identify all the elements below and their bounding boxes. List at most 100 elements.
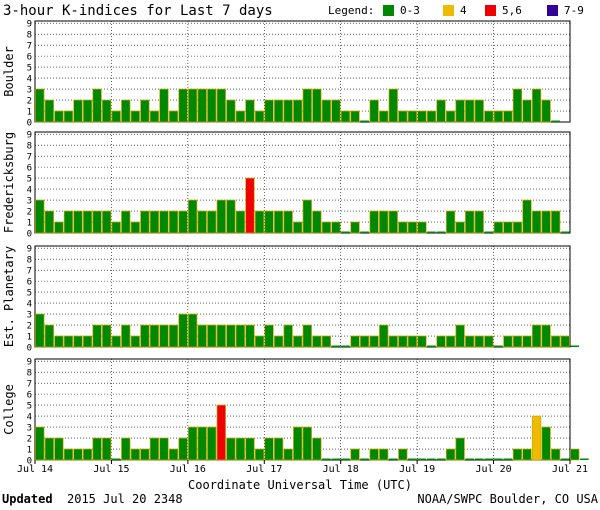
k-bar — [130, 448, 140, 461]
k-bar — [407, 110, 417, 123]
k-bar — [398, 221, 408, 234]
k-bar — [570, 345, 580, 347]
k-bar — [302, 426, 312, 461]
k-bar — [273, 437, 284, 461]
k-bar — [321, 335, 332, 348]
legend-swatch-0-3 — [383, 5, 394, 16]
k-bar — [474, 458, 484, 460]
k-bar — [73, 99, 83, 123]
k-bar — [168, 324, 179, 348]
legend-item-7-9: 7-9 — [564, 4, 584, 17]
panel-frame — [34, 20, 571, 123]
k-bar — [312, 88, 322, 123]
k-bar — [293, 99, 303, 123]
k-bar — [140, 210, 150, 234]
k-bar — [216, 199, 226, 234]
k-bar — [111, 458, 121, 460]
y-tick-label: 3 — [27, 197, 32, 207]
panel-frame — [34, 245, 571, 348]
k-bar — [465, 458, 474, 460]
k-bar — [121, 210, 131, 234]
station-label: Est. Planetary — [2, 246, 16, 347]
legend-item-0-3: 0-3 — [400, 4, 420, 17]
k-bar — [531, 210, 542, 234]
y-tick-label: 6 — [27, 278, 32, 288]
k-bar — [522, 99, 532, 123]
k-bar — [541, 426, 551, 461]
k-bar — [130, 221, 140, 234]
k-bar — [121, 437, 131, 461]
station-label: Fredericksburg — [2, 132, 16, 233]
k-bar — [254, 210, 265, 234]
k-bar — [350, 221, 360, 234]
k-bar — [417, 458, 427, 460]
k-bar — [82, 448, 93, 461]
k-bar — [178, 88, 188, 123]
k-bar — [293, 335, 303, 348]
y-tick-label: 6 — [27, 164, 32, 174]
k-bar — [82, 210, 93, 234]
k-bar — [207, 426, 217, 461]
k-bar — [350, 448, 360, 461]
k-bar — [455, 221, 465, 234]
y-tick-label: 8 — [27, 369, 32, 379]
k-bar — [54, 335, 64, 348]
y-tick-label: 1 — [27, 219, 32, 229]
k-bar — [235, 210, 246, 234]
y-tick-label: 5 — [27, 289, 32, 299]
k-bar — [369, 210, 379, 234]
k-bar — [226, 437, 236, 461]
k-bar — [379, 324, 389, 348]
legend-swatch-4 — [443, 5, 454, 16]
y-tick-label: 7 — [27, 153, 32, 163]
k-bar — [254, 448, 265, 461]
y-tick-label: 8 — [27, 142, 32, 152]
k-bar — [341, 345, 350, 347]
k-bar — [73, 448, 83, 461]
k-bar — [73, 210, 83, 234]
k-bar — [73, 335, 83, 348]
k-bar — [522, 448, 532, 461]
k-bar — [140, 99, 150, 123]
k-bar — [417, 221, 427, 234]
k-bar — [245, 99, 255, 123]
k-bar — [168, 110, 179, 123]
y-tick-label: 9 — [27, 131, 32, 141]
k-bar — [560, 335, 570, 348]
k-bar — [388, 335, 398, 348]
k-bar — [312, 210, 322, 234]
y-tick-label: 6 — [27, 53, 32, 63]
k-bar — [44, 99, 54, 123]
k-bar — [541, 324, 551, 348]
y-tick-label: 0 — [27, 457, 32, 467]
k-bar — [111, 110, 121, 123]
updated-value: 2015 Jul 20 2348 — [67, 492, 183, 506]
k-bar — [312, 335, 322, 348]
k-bar — [149, 210, 160, 234]
x-tick-label: Jul 19 — [399, 464, 435, 475]
k-bar — [235, 110, 246, 123]
k-bar — [207, 210, 217, 234]
k-bar — [321, 99, 332, 123]
k-bar — [302, 88, 312, 123]
k-bar — [427, 458, 436, 460]
k-bar — [312, 437, 322, 461]
k-bar — [484, 458, 494, 460]
x-tick-label: Jul 15 — [93, 464, 129, 475]
y-tick-label: 5 — [27, 175, 32, 185]
y-tick-label: 3 — [27, 424, 32, 434]
k-bar — [188, 426, 198, 461]
k-bar — [493, 110, 503, 123]
k-bar — [427, 345, 436, 347]
k-bar — [570, 448, 580, 461]
k-bar — [445, 335, 456, 348]
k-bar — [455, 437, 465, 461]
k-bar — [130, 110, 140, 123]
k-bar — [35, 88, 45, 123]
x-tick-label: Jul 18 — [323, 464, 359, 475]
k-bar — [408, 458, 417, 460]
y-tick-label: 1 — [27, 108, 32, 118]
k-bar — [302, 199, 312, 234]
k-bar — [102, 324, 112, 348]
k-bar — [494, 345, 503, 347]
